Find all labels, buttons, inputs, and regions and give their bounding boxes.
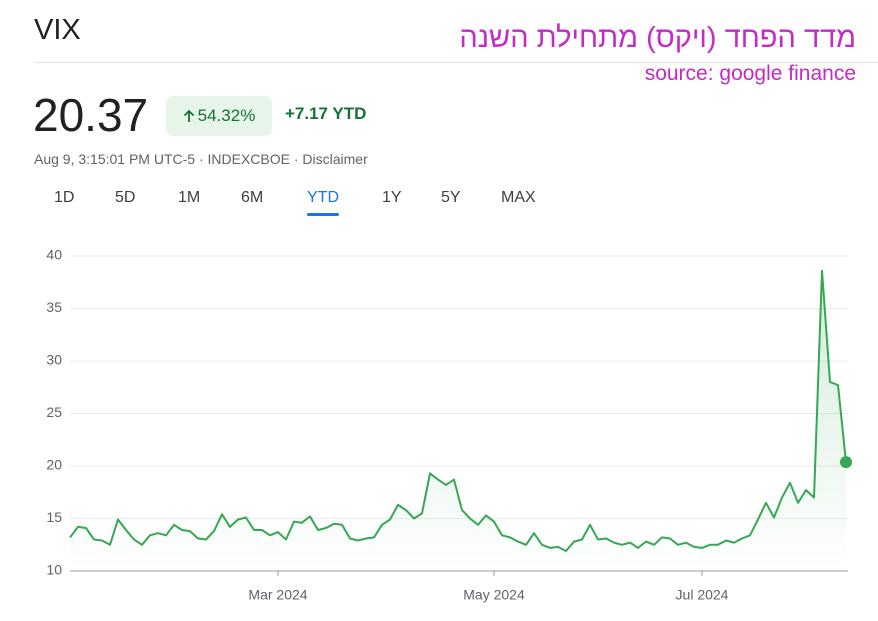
area	[70, 270, 846, 571]
x-tick-label: May 2024	[463, 587, 525, 603]
change-percent: 54.32%	[197, 106, 256, 125]
last-point	[840, 456, 852, 469]
y-tick-label: 40	[46, 247, 62, 263]
symbol: VIX	[34, 14, 81, 46]
source: source: google finance	[644, 62, 856, 85]
x-tick-label: Mar 2024	[248, 587, 307, 603]
title: מדד הפחד (ויקס) מתחילת השנה	[459, 22, 856, 54]
change-badge: 54.32%	[166, 96, 272, 136]
y-tick-label: 25	[46, 404, 62, 420]
y-tick-label: 20	[46, 457, 62, 473]
range-tab[interactable]: 1M	[178, 189, 201, 206]
up-arrow	[183, 109, 194, 122]
range-tab[interactable]: YTD	[307, 189, 339, 206]
y-tick-label: 30	[46, 352, 62, 368]
y-tick-label: 10	[46, 562, 62, 578]
change-ytd: +7.17 YTD	[285, 104, 367, 123]
range-tab[interactable]: 1D	[54, 189, 75, 206]
meta: Aug 9, 3:15:01 PM UTC-5 · INDEXCBOE · Di…	[34, 151, 368, 167]
line	[69, 269, 847, 552]
y-tick-label: 15	[46, 509, 62, 525]
range-tab[interactable]: MAX	[501, 189, 536, 206]
range-tab[interactable]: 1Y	[382, 189, 402, 206]
price: 20.37	[33, 89, 149, 141]
tab-underline	[307, 213, 339, 216]
range-tab[interactable]: 5D	[115, 189, 136, 206]
y-tick-label: 35	[46, 299, 62, 315]
range-tab[interactable]: 5Y	[441, 189, 461, 206]
divider	[34, 62, 878, 63]
x-tick-label: Jul 2024	[676, 587, 729, 603]
range-tab[interactable]: 6M	[241, 189, 264, 206]
